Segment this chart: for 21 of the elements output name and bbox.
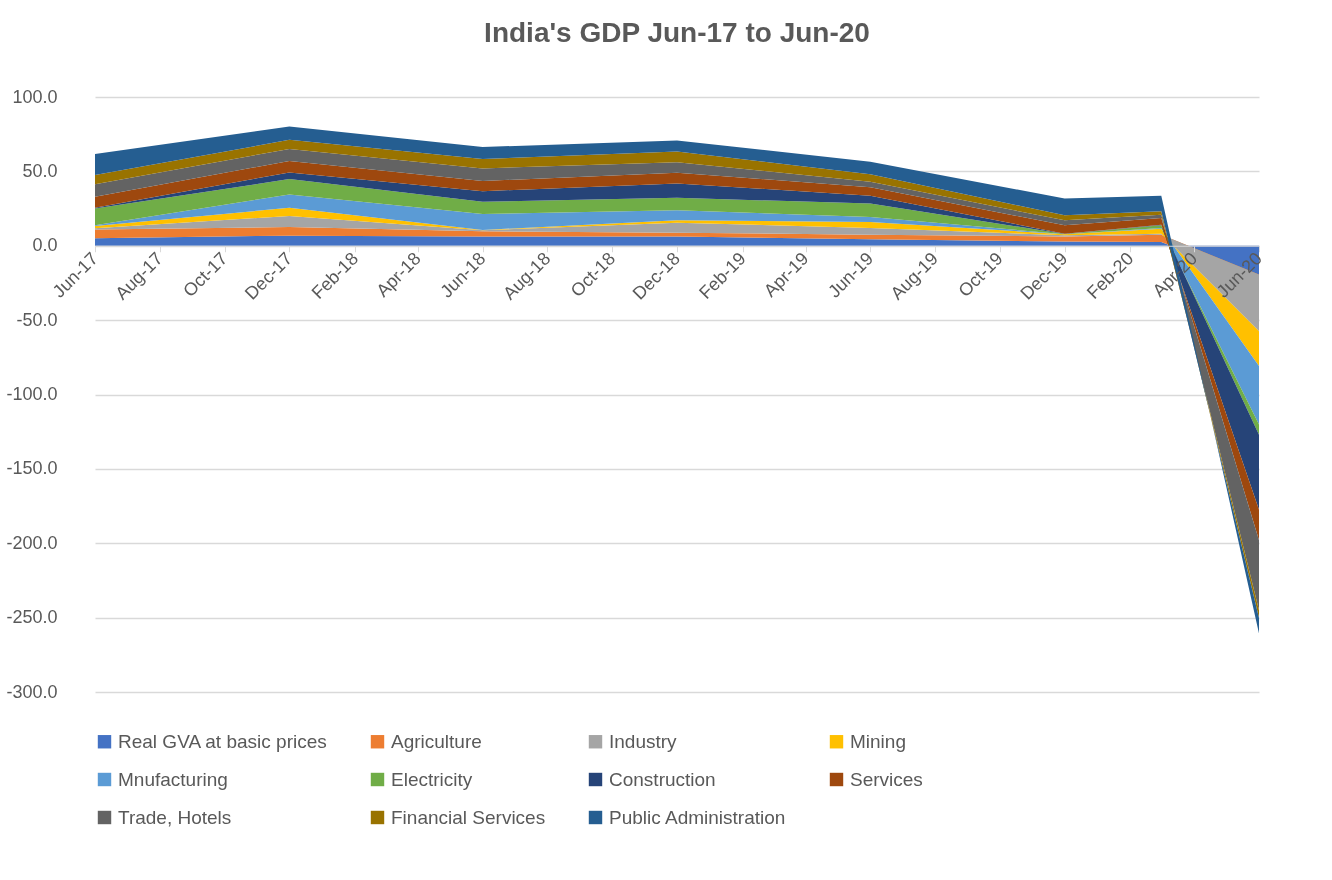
legend-label: Public Administration <box>609 806 786 828</box>
y-tick-label: -300.0 <box>6 681 58 702</box>
y-tick-label: -150.0 <box>6 458 58 479</box>
legend-label: Construction <box>609 768 716 790</box>
y-tick-label: -200.0 <box>6 532 58 553</box>
legend-label: Financial Services <box>391 806 546 828</box>
legend-label: Electricity <box>391 768 473 790</box>
legend-label: Trade, Hotels <box>118 806 232 828</box>
legend-label: Agriculture <box>391 730 482 752</box>
legend-label: Mining <box>850 730 906 752</box>
legend-label: Services <box>850 768 923 790</box>
chart-title: India's GDP Jun-17 to Jun-20 <box>484 17 870 48</box>
y-tick-label: 100.0 <box>12 86 58 107</box>
y-tick-label: -100.0 <box>6 384 58 404</box>
y-tick-label: -50.0 <box>16 309 58 330</box>
legend-label: Mnufacturing <box>118 768 228 790</box>
legend-label: Real GVA at basic prices <box>118 730 327 752</box>
y-tick-label: -250.0 <box>6 607 58 628</box>
y-tick-label: 50.0 <box>22 160 58 181</box>
y-tick-label: 0.0 <box>32 235 58 256</box>
legend-label: Industry <box>609 730 678 752</box>
